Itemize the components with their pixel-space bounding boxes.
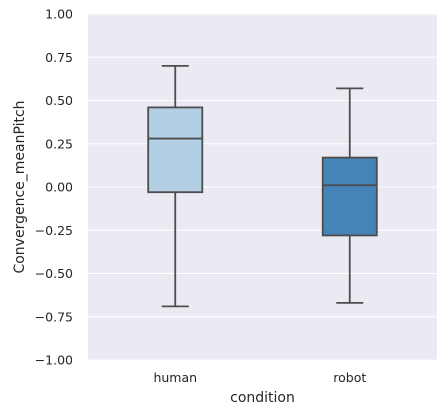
y-tick-label: 0.75: [45, 50, 73, 65]
boxes: [147, 65, 378, 308]
y-axis-label: Convergence_meanPitch: [12, 100, 28, 273]
y-tick-label: −0.50: [35, 266, 73, 281]
x-axis-ticks: human robot: [153, 370, 366, 385]
y-tick-label: −0.25: [35, 223, 73, 238]
x-axis-label: condition: [230, 390, 295, 406]
box-human: [147, 65, 204, 308]
box-robot: [321, 87, 378, 304]
iqr-box: [147, 106, 204, 194]
iqr-box: [321, 156, 378, 237]
x-tick-label-robot: robot: [333, 370, 366, 385]
y-tick-label: 0.00: [45, 180, 73, 195]
x-tick-label-human: human: [153, 370, 197, 385]
y-tick-label: −0.75: [35, 309, 73, 324]
y-axis-ticks: −1.00 −0.75 −0.50 −0.25 0.00 0.25 0.50 0.75 1.00: [35, 7, 73, 368]
y-tick-label: 0.50: [45, 93, 73, 108]
y-tick-label: 0.25: [45, 136, 73, 151]
y-tick-label: 1.00: [45, 7, 73, 22]
gridlines: [88, 13, 437, 361]
y-tick-label: −1.00: [35, 353, 73, 368]
